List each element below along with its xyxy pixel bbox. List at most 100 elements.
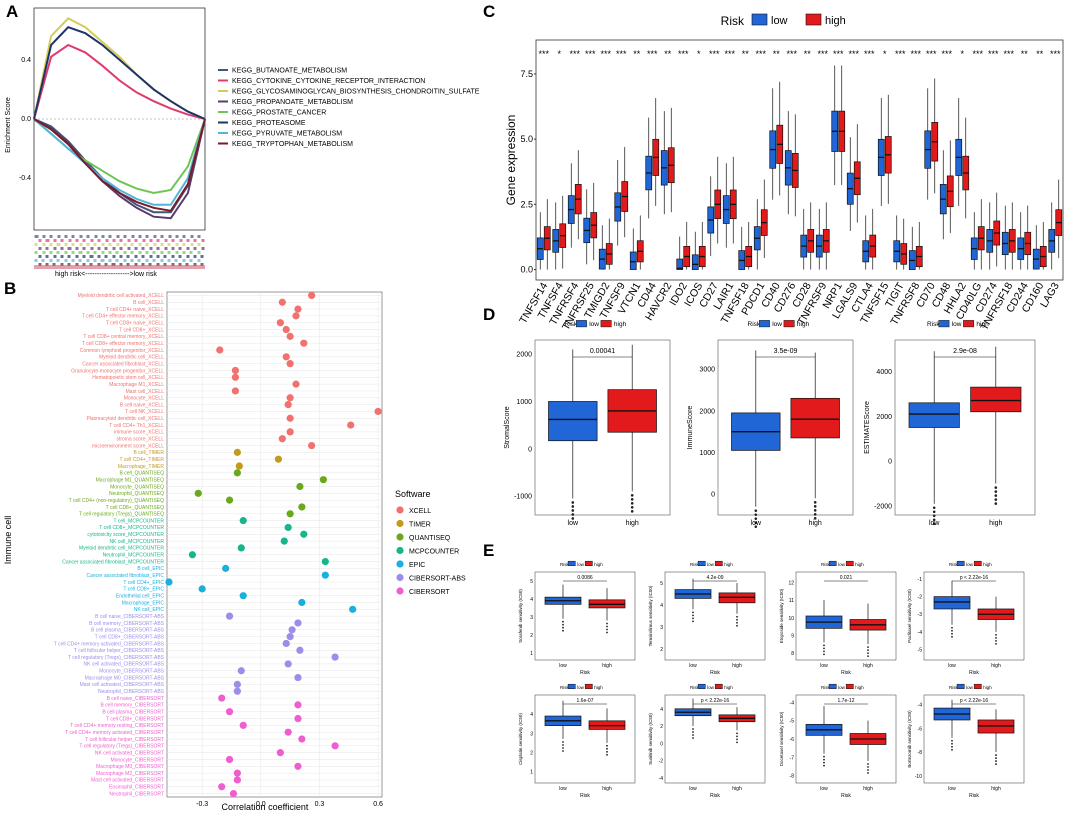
risk-legend-high-key xyxy=(584,560,593,566)
risk-legend-low: low xyxy=(966,685,974,690)
drug-outlier xyxy=(995,757,997,759)
drug-plot-frame xyxy=(664,571,766,661)
drug-y-tick: -4 xyxy=(790,700,795,706)
drug-x-tick: low xyxy=(820,663,828,669)
drug-pvalue-label: 0.021 xyxy=(840,575,853,581)
expr-plot-frame xyxy=(535,39,1064,281)
corr-point xyxy=(331,742,339,750)
score-outlier xyxy=(571,505,575,508)
score-outlier xyxy=(630,502,634,505)
drug-y-tick: -6 xyxy=(918,726,923,732)
significance-label: *** xyxy=(988,49,999,59)
score-outlier xyxy=(994,498,998,501)
drug-outlier xyxy=(692,617,694,620)
immune-cell-label: B cell_XCELL xyxy=(133,300,164,306)
software-legend-dot xyxy=(396,573,404,582)
drug-outlier xyxy=(951,626,953,629)
drug-outlier xyxy=(562,623,564,626)
corr-point xyxy=(188,551,197,559)
immune-cell-label: Neutrophil_CIBERSORT-ABS xyxy=(98,689,165,695)
drug-outlier xyxy=(692,731,694,733)
corr-x-tick: 0.0 xyxy=(256,801,266,808)
significance-label: *** xyxy=(569,49,580,59)
immune-cell-label: Endothelial cell_EPIC xyxy=(116,593,164,599)
risk-legend-title: Risk xyxy=(721,14,745,28)
immune-cell-label: T cell regulatory (Tregs)_CIBERSORT-ABS xyxy=(68,655,165,661)
risk-legend-title: Risk xyxy=(565,321,578,328)
score-outlier xyxy=(571,513,575,516)
immune-cell-label: NK cell_MCPCOUNTER xyxy=(110,539,165,545)
significance-label: * xyxy=(697,49,701,59)
immune-cell-label: T cell CD8+_EPIC xyxy=(123,587,164,593)
drug-outlier xyxy=(736,735,738,738)
immune-cell-label: T cell regulatory (Tregs)_CIBERSORT xyxy=(79,744,164,750)
drug-y-tick: 1 xyxy=(530,770,533,776)
corr-point xyxy=(331,653,339,661)
risk-legend-title: Risk xyxy=(690,562,699,567)
risk-legend-high-key xyxy=(714,683,723,689)
drug-x-label: Risk xyxy=(969,793,979,799)
correlation-axis-label: Correlation coefficient xyxy=(222,802,309,812)
corr-point xyxy=(321,557,329,566)
corr-point xyxy=(349,605,357,613)
score-y-tick: 4000 xyxy=(876,369,892,376)
immune-cell-label: T cell CD8+_CIBERSORT xyxy=(106,716,164,722)
score-y-tick: 3000 xyxy=(699,367,715,374)
es-legend-label: KEGG_PROSTATE_CANCER xyxy=(232,110,326,117)
corr-point xyxy=(296,646,304,654)
software-legend-dot xyxy=(396,560,404,568)
risk-legend-title: Risk xyxy=(821,685,830,690)
immune-cell-label: NK cell activated_CIBERSORT xyxy=(95,750,164,756)
risk-legend-low-key xyxy=(956,683,965,689)
drug-y-label: Temsirolimus sensitivity (IC50) xyxy=(648,585,653,646)
score-y-label: ImmuneScore xyxy=(687,406,694,450)
software-legend-title: Software xyxy=(395,489,431,499)
drug-x-tick: low xyxy=(559,786,567,792)
drug-x-label: Risk xyxy=(969,670,979,676)
drug-outlier xyxy=(995,754,997,756)
immune-cell-label: T cell CD8+ central memory_XCELL xyxy=(83,334,164,340)
corr-point xyxy=(225,612,234,620)
risk-legend-high: high xyxy=(614,321,627,328)
score-high-box xyxy=(790,397,840,439)
corr-point xyxy=(237,667,245,675)
corr-point xyxy=(235,462,243,470)
risk-legend-title: Risk xyxy=(690,685,699,690)
risk-legend-title: Risk xyxy=(821,562,830,567)
corr-point xyxy=(225,708,234,716)
software-legend-dot xyxy=(396,533,404,541)
drug-y-tick: -4 xyxy=(918,703,923,709)
drug-x-tick: low xyxy=(948,786,956,792)
drug-outlier xyxy=(867,652,869,655)
panel-c-label: C xyxy=(483,2,495,21)
immune-cell-label: T cell CD4+_TIMER xyxy=(119,457,164,463)
immune-cell-label: T cell follicular helper_CIBERSORT xyxy=(85,737,164,743)
drug-outlier xyxy=(736,732,738,735)
drug-y-tick: -1 xyxy=(918,577,923,583)
corr-point xyxy=(321,571,329,579)
corr-point xyxy=(374,407,382,416)
es-y-tick: 0.0 xyxy=(21,116,31,123)
immune-cell-label: Mast cell activated_CIBERSORT xyxy=(91,778,164,784)
drug-y-tick: 0 xyxy=(660,741,663,747)
drug-y-tick: 11 xyxy=(789,598,794,604)
significance-label: *** xyxy=(616,49,627,59)
es-curve-1 xyxy=(33,43,206,120)
expr-low-box xyxy=(629,251,637,270)
es-legend-label: KEGG_GLYCOSAMINOGLYCAN_BIOSYNTHESIS_CHON… xyxy=(232,89,480,96)
drug-outlier xyxy=(606,747,608,750)
corr-point xyxy=(292,380,300,388)
immune-cell-label: Neutrophil_QUANTISEQ xyxy=(109,491,164,497)
drug-pvalue-label: p < 2.22e-16 xyxy=(701,698,729,704)
score-outlier xyxy=(813,517,817,520)
expr-low-box xyxy=(691,254,699,270)
drug-x-tick: low xyxy=(948,663,956,669)
immune-cell-label: Cancer associated fibroblast_MCPCOUNTER xyxy=(62,559,164,565)
risk-legend-high-key xyxy=(783,320,795,328)
immune-cell-label: Macrophage M0_CIBERSORT xyxy=(96,764,164,770)
drug-y-tick: -4 xyxy=(918,630,923,636)
immune-correlation-panel: Correlation coefficient Immune cell Soft… xyxy=(3,291,466,812)
immune-cell-label: Macrophage M0_CIBERSORT-ABS xyxy=(85,675,165,681)
risk-legend-title: Risk xyxy=(560,562,569,567)
significance-label: ** xyxy=(742,49,750,59)
